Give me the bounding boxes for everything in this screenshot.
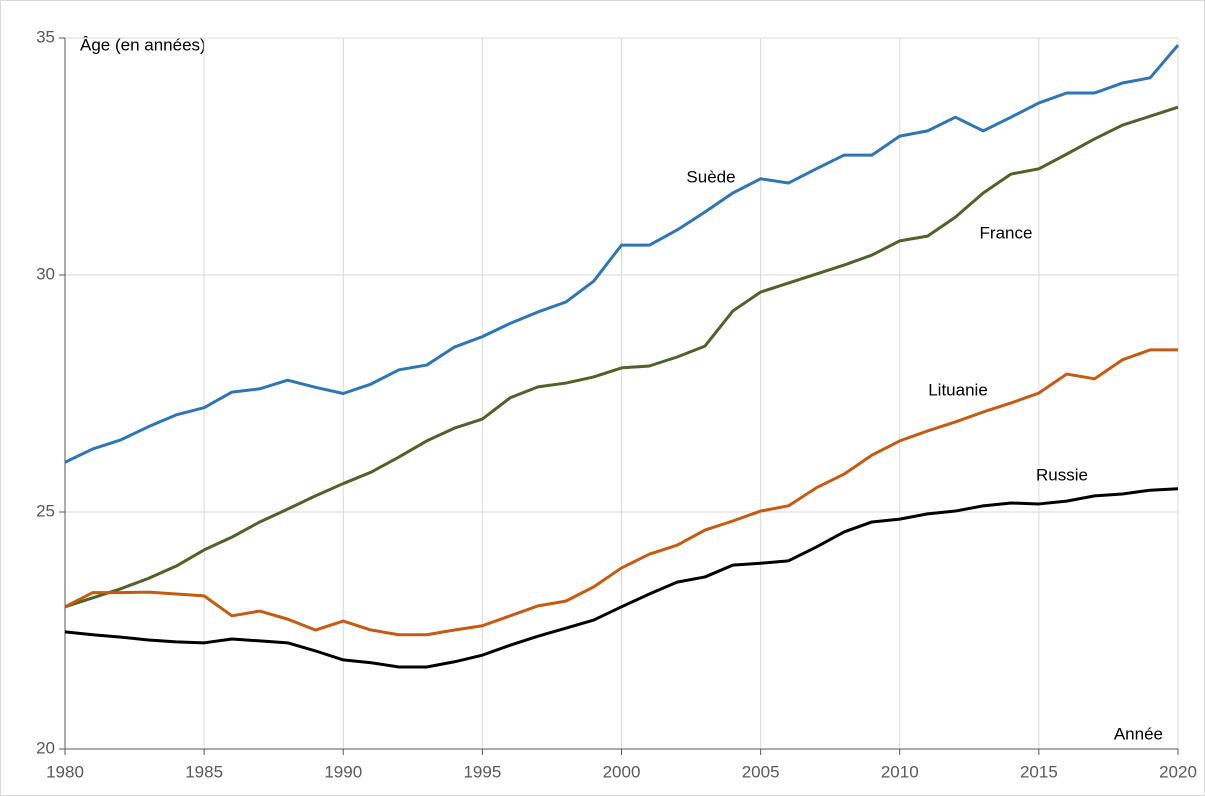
y-tick-label: 30 xyxy=(36,264,55,283)
y-tick-label: 35 xyxy=(36,27,55,46)
x-tick-label: 2005 xyxy=(742,762,780,781)
series-line xyxy=(64,348,1178,637)
x-tick-label: 1985 xyxy=(185,762,223,781)
x-tick-label: 1995 xyxy=(463,762,501,781)
y-axis-label: Âge (en années) xyxy=(80,35,206,54)
series-label: Suède xyxy=(686,167,735,186)
x-axis-label: Année xyxy=(1114,724,1163,743)
y-tick-label: 25 xyxy=(36,501,55,520)
series-line xyxy=(64,44,1180,464)
x-tick-label: 2015 xyxy=(1020,762,1058,781)
x-tick-label: 1990 xyxy=(324,762,362,781)
x-tick-label: 2010 xyxy=(881,762,919,781)
y-tick-label: 20 xyxy=(36,738,55,757)
series-label: Lituanie xyxy=(928,380,988,399)
series-label: France xyxy=(980,223,1033,242)
x-tick-label: 1980 xyxy=(46,762,84,781)
series-line xyxy=(64,487,1179,669)
x-tick-label: 2020 xyxy=(1159,762,1197,781)
series-label: Russie xyxy=(1036,465,1088,484)
x-tick-label: 2000 xyxy=(603,762,641,781)
series-line xyxy=(64,105,1179,609)
